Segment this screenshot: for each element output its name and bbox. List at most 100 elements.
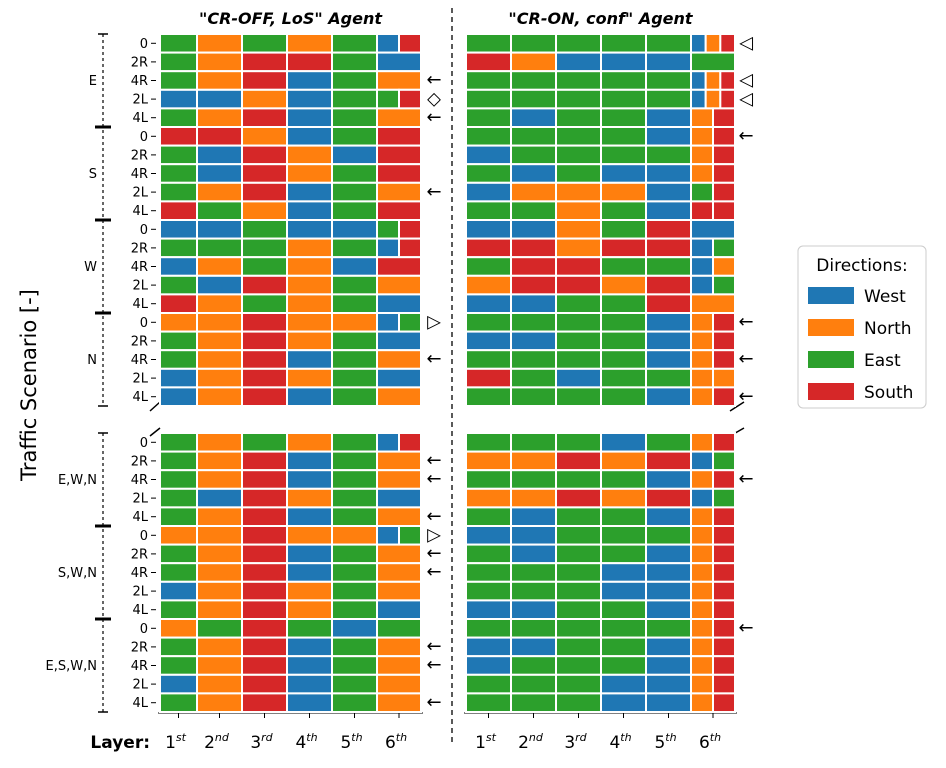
cell-east [331, 330, 378, 352]
cell-south [376, 126, 422, 147]
cell-east [465, 200, 512, 221]
cell-south [645, 274, 692, 296]
cell-north [159, 525, 198, 546]
cell-east [465, 562, 512, 583]
cell-north [376, 107, 422, 129]
cell-west [331, 219, 378, 240]
cell-north [704, 33, 722, 54]
cell-north [690, 386, 714, 407]
cell-west [159, 256, 198, 277]
cell-east [465, 33, 512, 54]
row-tick-label: 0 [140, 37, 148, 52]
cell-west [645, 181, 692, 203]
cell-west [465, 219, 512, 240]
cell-west [510, 525, 557, 546]
cell-south [712, 312, 736, 333]
cell-west [690, 237, 714, 259]
cell-north [286, 144, 333, 166]
cell-north [196, 636, 243, 658]
cell-east [376, 618, 422, 639]
cell-north [286, 33, 333, 54]
row-tick-label: 0 [140, 529, 148, 544]
cell-south [712, 432, 736, 453]
row-tick-label: 4L [132, 696, 148, 711]
cell-east [600, 636, 647, 658]
cell-north [465, 450, 512, 472]
cell-east [331, 51, 378, 73]
cell-west [196, 219, 243, 240]
cell-south [376, 256, 422, 277]
cell-east [555, 163, 602, 184]
cell-west [600, 51, 647, 73]
cell-south [196, 126, 243, 147]
cell-north [286, 525, 333, 546]
group-label: E,W,N [58, 473, 97, 488]
cell-west [510, 293, 557, 314]
cell-west [645, 200, 692, 221]
cell-east [510, 580, 557, 602]
row-tick-label: 0 [140, 130, 148, 145]
cell-north [690, 163, 714, 184]
row-tick-label: 2L [132, 279, 148, 294]
cell-south [241, 618, 288, 639]
axis-break-mark [729, 401, 745, 412]
cell-south [712, 107, 736, 129]
cell-north [690, 330, 714, 352]
cell-east [555, 618, 602, 639]
cell-south [241, 450, 288, 472]
cell-east [555, 349, 602, 370]
cell-north [690, 126, 714, 147]
cell-east [331, 580, 378, 602]
cell-north [376, 562, 422, 583]
cell-east [600, 88, 647, 110]
cell-east [600, 33, 647, 54]
cell-north [196, 33, 243, 54]
cell-north [690, 312, 714, 333]
cell-east [465, 469, 512, 490]
row-marker: ← [426, 107, 441, 128]
row-tick-label: 2L [132, 186, 148, 201]
cell-north [376, 655, 422, 676]
row-marker: ◇ [427, 88, 441, 109]
legend: Directions: West North East South [797, 245, 927, 409]
cell-east [555, 312, 602, 333]
cell-west [376, 432, 400, 453]
cell-east [331, 506, 378, 527]
cell-south [465, 51, 512, 73]
cell-east [331, 293, 378, 314]
cell-west [555, 51, 602, 73]
cell-north [712, 256, 736, 277]
cell-south [376, 163, 422, 184]
cell-south [712, 618, 736, 639]
cell-north [196, 692, 243, 714]
row-marker: ← [426, 450, 441, 471]
cell-east [159, 469, 198, 490]
row-tick-label: 2R [131, 148, 148, 163]
cell-west [510, 636, 557, 658]
cell-north [241, 88, 288, 110]
cell-west [645, 469, 692, 490]
cell-west [645, 506, 692, 527]
cell-east [159, 107, 198, 129]
cell-east [600, 70, 647, 91]
cell-west [600, 163, 647, 184]
cell-south [510, 237, 557, 259]
cell-west [286, 655, 333, 676]
cell-west [159, 88, 198, 110]
cell-east [600, 506, 647, 527]
cell-east [600, 144, 647, 166]
cell-north [286, 237, 333, 259]
cell-west [286, 673, 333, 695]
row-marker: ← [426, 70, 441, 91]
x-tick-label: 6th [385, 731, 407, 753]
cell-west [159, 367, 198, 389]
cell-north [196, 330, 243, 352]
x-tick-label: 4th [609, 731, 631, 753]
cell-east [645, 144, 692, 166]
cell-west [159, 219, 198, 240]
cell-north [704, 70, 722, 91]
row-tick-label: 0 [140, 316, 148, 331]
cell-south [712, 636, 736, 658]
cell-east [645, 367, 692, 389]
cell-west [159, 673, 198, 695]
